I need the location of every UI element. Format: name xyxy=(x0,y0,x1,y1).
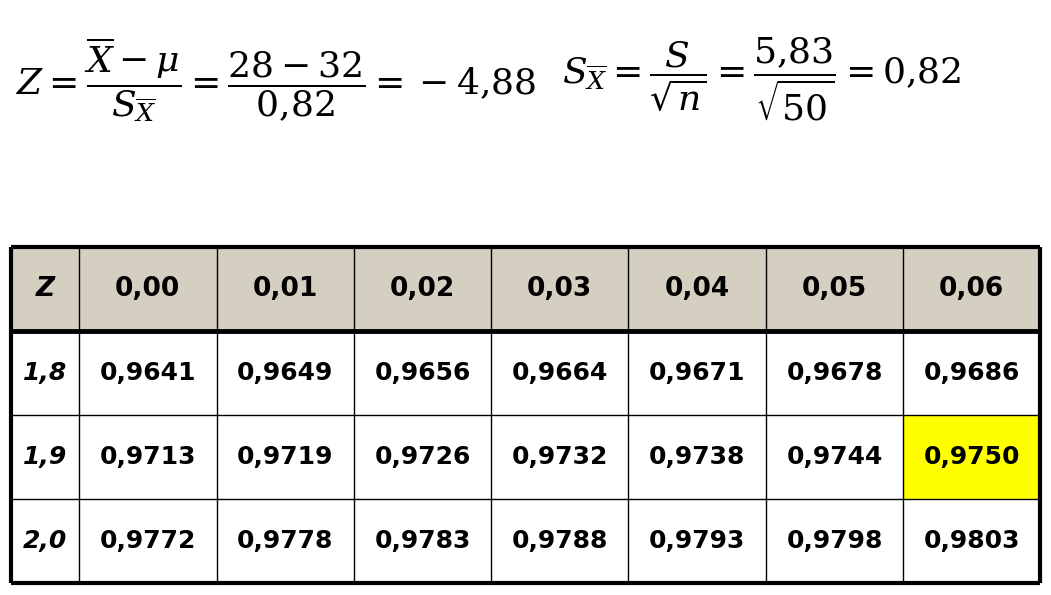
Text: 0,03: 0,03 xyxy=(528,276,593,302)
Text: 0,9738: 0,9738 xyxy=(648,445,745,469)
Bar xyxy=(11,247,1040,583)
Text: 0,9664: 0,9664 xyxy=(512,361,609,385)
Text: $S_{\overline{X}}=\dfrac{S}{\sqrt{n}}=\dfrac{5{,}83}{\sqrt{50}}=0{,}82$: $S_{\overline{X}}=\dfrac{S}{\sqrt{n}}=\d… xyxy=(562,36,962,123)
Text: 0,9783: 0,9783 xyxy=(374,529,471,553)
Text: 0,9641: 0,9641 xyxy=(100,361,197,385)
Text: 0,9713: 0,9713 xyxy=(100,445,197,469)
Text: 0,01: 0,01 xyxy=(252,276,317,302)
Text: 1,8: 1,8 xyxy=(23,361,67,385)
Text: 0,06: 0,06 xyxy=(940,276,1005,302)
Text: 0,00: 0,00 xyxy=(116,276,181,302)
Text: 0,9750: 0,9750 xyxy=(924,445,1021,469)
Text: 0,05: 0,05 xyxy=(802,276,867,302)
Text: 0,04: 0,04 xyxy=(664,276,729,302)
Bar xyxy=(11,247,1040,331)
Text: 0,9656: 0,9656 xyxy=(374,361,471,385)
Text: 0,9793: 0,9793 xyxy=(648,529,745,553)
Text: 0,9678: 0,9678 xyxy=(786,361,883,385)
Text: Z: Z xyxy=(36,276,55,302)
Text: 0,9726: 0,9726 xyxy=(374,445,471,469)
Text: 0,9778: 0,9778 xyxy=(236,529,333,553)
Text: 0,9649: 0,9649 xyxy=(236,361,333,385)
Text: 0,9671: 0,9671 xyxy=(648,361,745,385)
Text: 0,9772: 0,9772 xyxy=(100,529,197,553)
Bar xyxy=(903,415,1040,499)
Text: $\mathit{Z}=\dfrac{\overline{X}-\mu}{S_{\overline{X}}}=\dfrac{28-32}{0{,}82}=-4{: $\mathit{Z}=\dfrac{\overline{X}-\mu}{S_{… xyxy=(16,36,536,125)
Text: 0,9788: 0,9788 xyxy=(512,529,609,553)
Text: 0,9803: 0,9803 xyxy=(924,529,1021,553)
Text: 0,9719: 0,9719 xyxy=(236,445,333,469)
Text: 0,9732: 0,9732 xyxy=(512,445,609,469)
Text: 0,02: 0,02 xyxy=(390,276,455,302)
Text: 1,9: 1,9 xyxy=(23,445,67,469)
Text: 0,9686: 0,9686 xyxy=(924,361,1021,385)
Text: 2,0: 2,0 xyxy=(23,529,67,553)
Text: 0,9798: 0,9798 xyxy=(786,529,883,553)
Text: 0,9744: 0,9744 xyxy=(786,445,883,469)
